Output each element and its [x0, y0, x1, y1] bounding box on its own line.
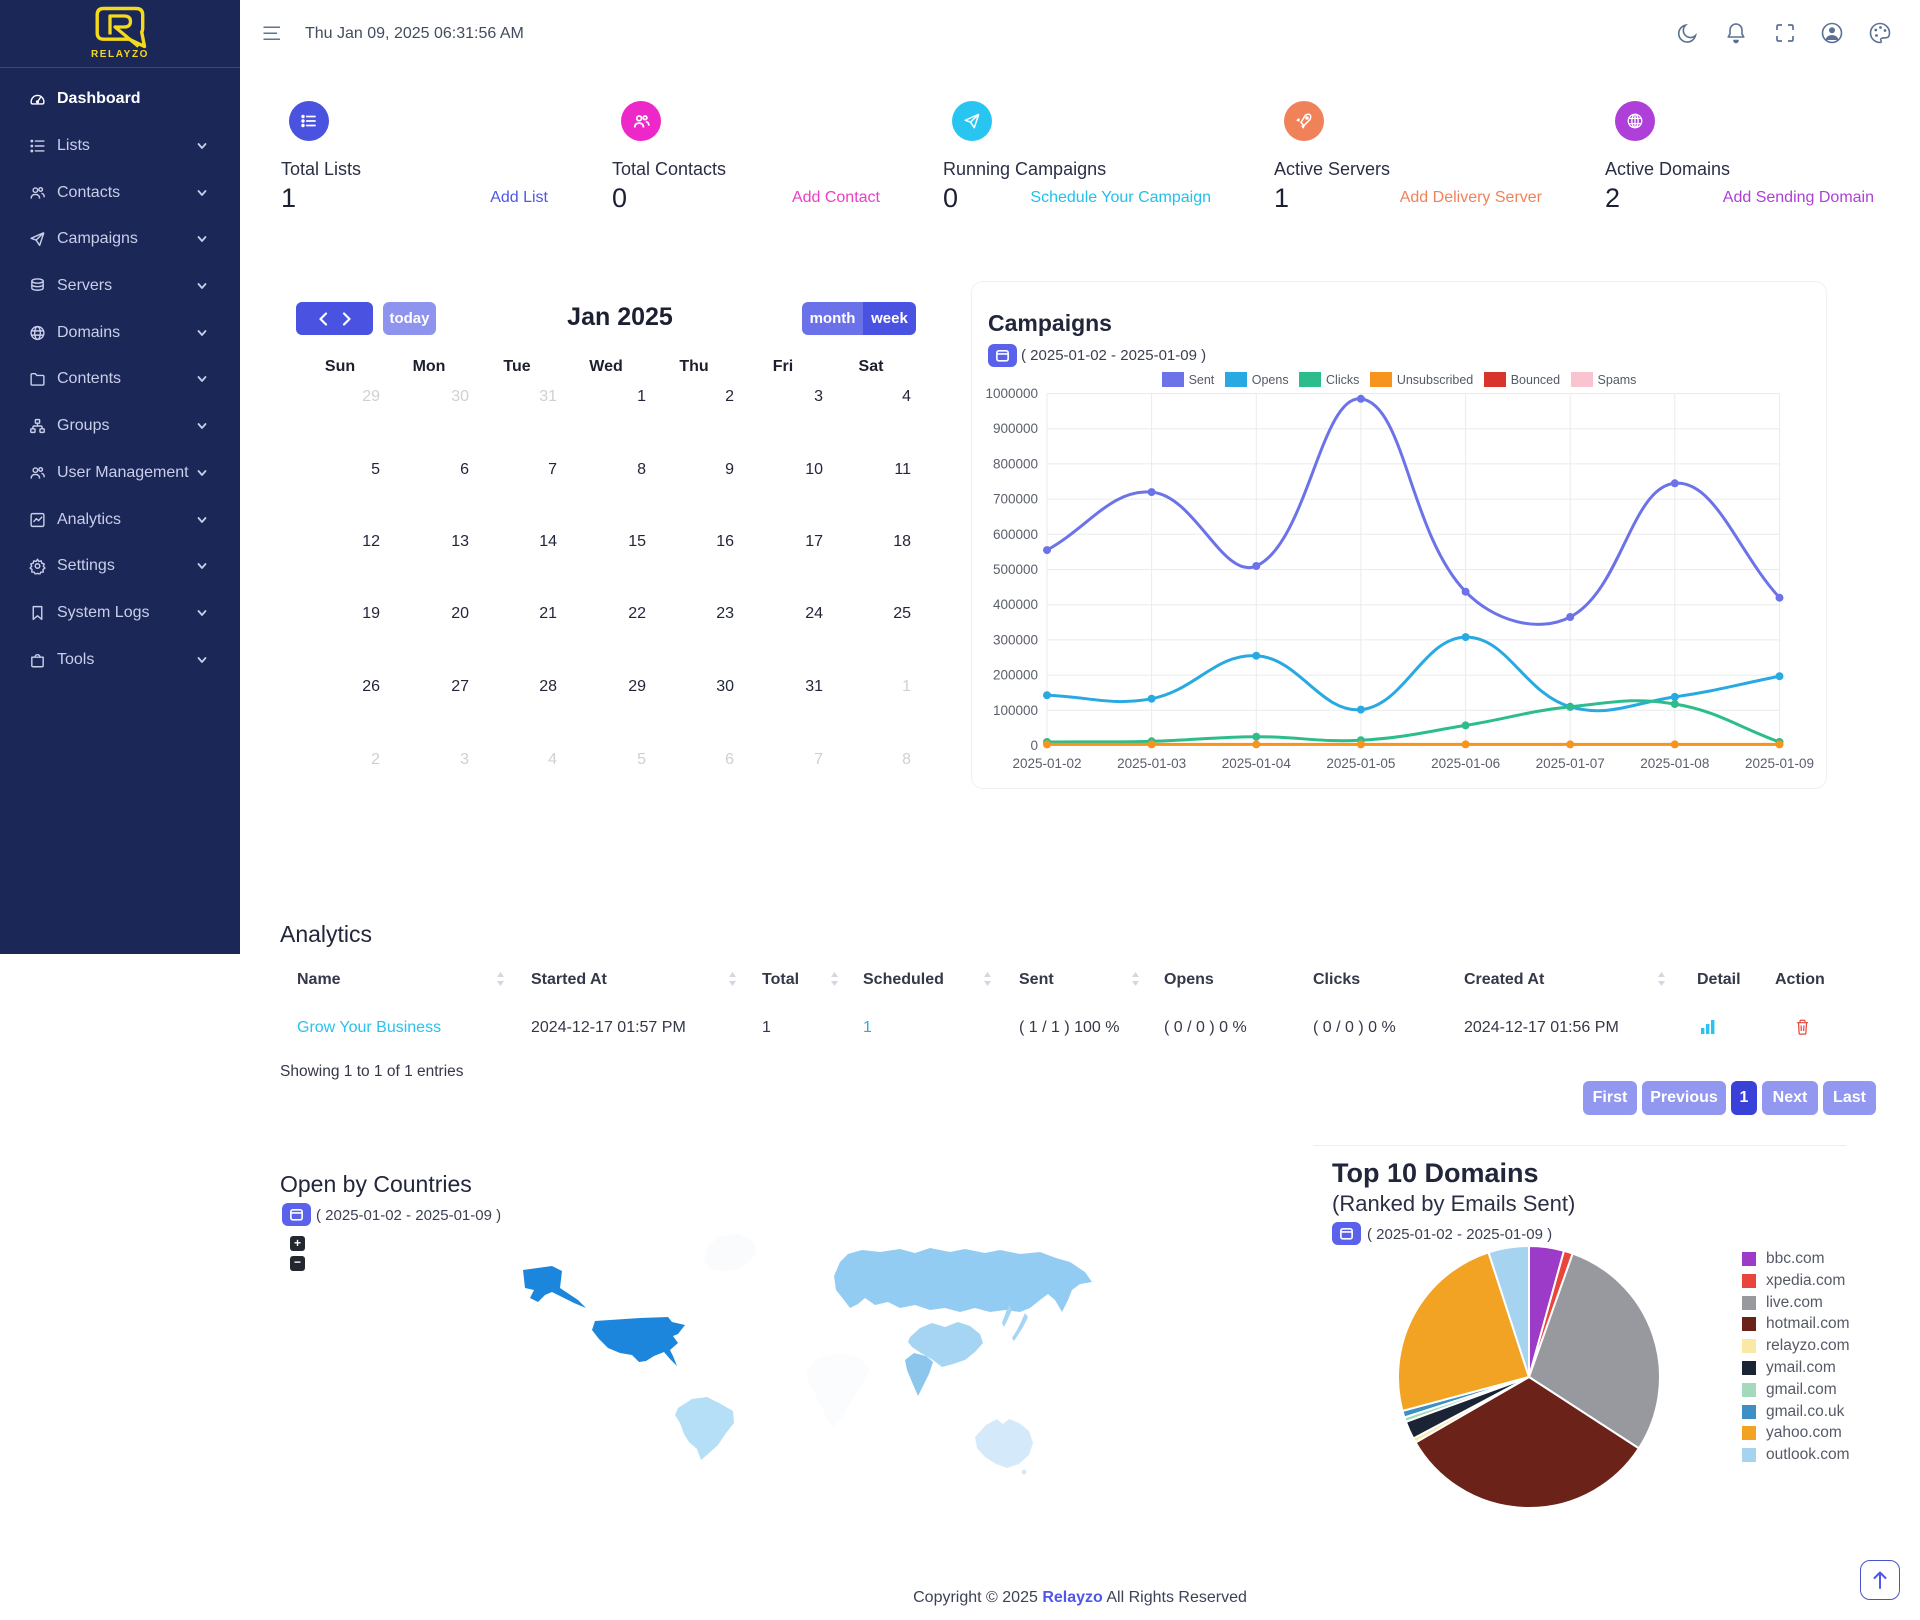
- svg-text:200000: 200000: [993, 668, 1038, 683]
- svg-text:100000: 100000: [993, 703, 1038, 718]
- svg-text:700000: 700000: [993, 492, 1038, 507]
- svg-text:2025-01-07: 2025-01-07: [1536, 756, 1605, 771]
- svg-text:2025-01-02: 2025-01-02: [1012, 756, 1081, 771]
- svg-text:2025-01-06: 2025-01-06: [1431, 756, 1500, 771]
- svg-text:300000: 300000: [993, 632, 1038, 647]
- svg-text:2025-01-03: 2025-01-03: [1117, 756, 1186, 771]
- svg-text:2025-01-08: 2025-01-08: [1640, 756, 1709, 771]
- svg-text:900000: 900000: [993, 421, 1038, 436]
- svg-text:500000: 500000: [993, 562, 1038, 577]
- svg-text:0: 0: [1030, 738, 1038, 753]
- svg-text:400000: 400000: [993, 597, 1038, 612]
- svg-text:2025-01-04: 2025-01-04: [1222, 756, 1292, 771]
- svg-text:800000: 800000: [993, 456, 1038, 471]
- svg-text:2025-01-05: 2025-01-05: [1326, 756, 1395, 771]
- svg-text:2025-01-09: 2025-01-09: [1745, 756, 1814, 771]
- svg-text:1000000: 1000000: [985, 386, 1038, 401]
- svg-text:600000: 600000: [993, 527, 1038, 542]
